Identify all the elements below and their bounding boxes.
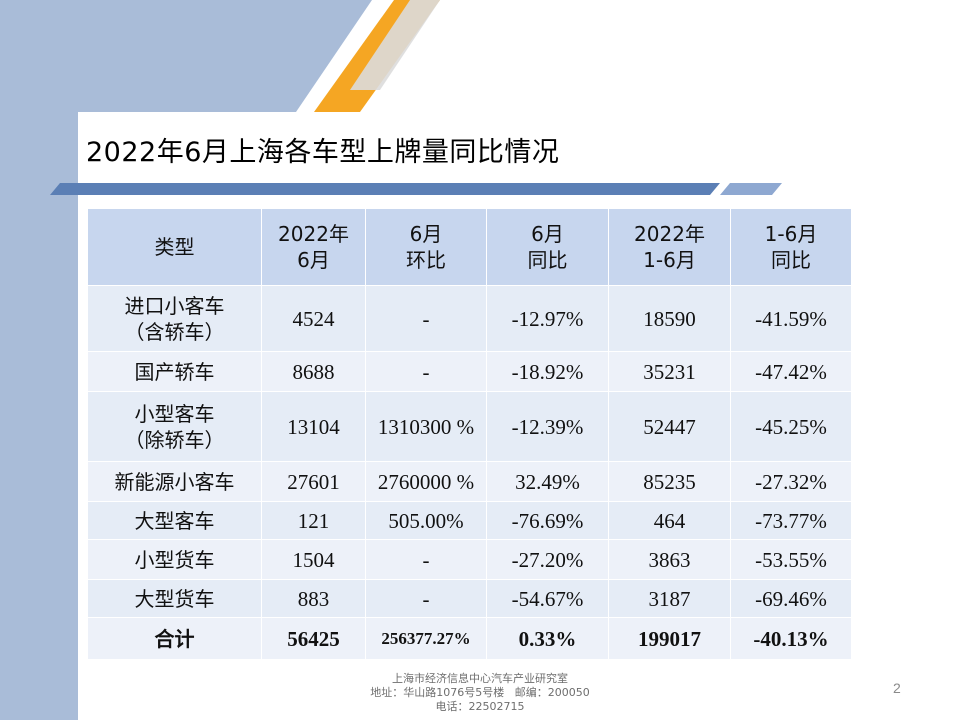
cell-june: 27601 xyxy=(261,461,366,502)
table-header-row: 类型 2022年 6月 6月 环比 6月 同比 2022年 1-6月 1-6月 同比 xyxy=(87,208,852,286)
cell-h1: 85235 xyxy=(608,461,731,502)
cell-h1: 199017 xyxy=(608,617,731,660)
top-decoration xyxy=(0,0,960,112)
cell-h1-yoy: -41.59% xyxy=(730,285,852,352)
table-row: 大型客车 121 505.00% -76.69% 464 -73.77% xyxy=(87,501,852,540)
cell-h1-yoy: -45.25% xyxy=(730,391,852,462)
cell-yoy: 0.33% xyxy=(486,617,609,660)
header-type: 类型 xyxy=(87,208,262,286)
footer-contact: 上海市经济信息中心汽车产业研究室 地址：华山路1076号5号楼 邮编：20005… xyxy=(300,672,660,714)
cell-mom: 505.00% xyxy=(365,501,487,540)
cell-june: 56425 xyxy=(261,617,366,660)
table-row: 大型货车 883 - -54.67% 3187 -69.46% xyxy=(87,579,852,618)
vehicle-registration-table: 类型 2022年 6月 6月 环比 6月 同比 2022年 1-6月 1-6月 同比 进口… xyxy=(87,208,852,660)
header-june-yoy: 6月 同比 xyxy=(486,208,609,286)
header-june-2022: 2022年 6月 xyxy=(261,208,366,286)
cell-mom: - xyxy=(365,539,487,580)
cell-h1-yoy: -47.42% xyxy=(730,351,852,392)
cell-mom: - xyxy=(365,579,487,618)
cell-h1-yoy: -53.55% xyxy=(730,539,852,580)
cell-mom: - xyxy=(365,285,487,352)
row-type: 进口小客车 （含轿车） xyxy=(87,285,262,352)
table-row: 进口小客车 （含轿车） 4524 - -12.97% 18590 -41.59% xyxy=(87,285,852,352)
cell-mom: 2760000 % xyxy=(365,461,487,502)
row-type: 小型客车 （除轿车） xyxy=(87,391,262,462)
row-type: 大型货车 xyxy=(87,579,262,618)
header-h1-yoy: 1-6月 同比 xyxy=(730,208,852,286)
cell-june: 121 xyxy=(261,501,366,540)
cell-yoy: -54.67% xyxy=(486,579,609,618)
table-row: 小型货车 1504 - -27.20% 3863 -53.55% xyxy=(87,539,852,580)
header-june-mom: 6月 环比 xyxy=(365,208,487,286)
cell-h1-yoy: -73.77% xyxy=(730,501,852,540)
cell-h1-yoy: -27.32% xyxy=(730,461,852,502)
cell-h1: 52447 xyxy=(608,391,731,462)
left-sidebar-band xyxy=(0,0,78,720)
row-type: 新能源小客车 xyxy=(87,461,262,502)
footer-phone: 电话：22502715 xyxy=(435,700,525,713)
table-row: 小型客车 （除轿车） 13104 1310300 % -12.39% 52447 … xyxy=(87,391,852,462)
table-row: 国产轿车 8688 - -18.92% 35231 -47.42% xyxy=(87,351,852,392)
cell-yoy: -12.97% xyxy=(486,285,609,352)
row-type: 小型货车 xyxy=(87,539,262,580)
title-area xyxy=(78,112,960,186)
cell-june: 13104 xyxy=(261,391,366,462)
page-number: 2 xyxy=(893,680,901,696)
cell-h1-yoy: -69.46% xyxy=(730,579,852,618)
cell-h1-yoy: -40.13% xyxy=(730,617,852,660)
row-type: 国产轿车 xyxy=(87,351,262,392)
cell-h1: 3863 xyxy=(608,539,731,580)
footer-org: 上海市经济信息中心汽车产业研究室 xyxy=(392,672,568,685)
cell-h1: 35231 xyxy=(608,351,731,392)
cell-june: 4524 xyxy=(261,285,366,352)
cell-june: 1504 xyxy=(261,539,366,580)
cell-mom: - xyxy=(365,351,487,392)
cell-yoy: -76.69% xyxy=(486,501,609,540)
cell-yoy: -27.20% xyxy=(486,539,609,580)
title-underline xyxy=(50,183,782,195)
footer-address: 地址：华山路1076号5号楼 邮编：200050 xyxy=(370,686,590,699)
cell-h1: 18590 xyxy=(608,285,731,352)
cell-yoy: -12.39% xyxy=(486,391,609,462)
header-h1-2022: 2022年 1-6月 xyxy=(608,208,731,286)
row-type: 合计 xyxy=(87,617,262,660)
table-total-row: 合计 56425 256377.27% 0.33% 199017 -40.13% xyxy=(87,617,852,660)
cell-yoy: 32.49% xyxy=(486,461,609,502)
row-type: 大型客车 xyxy=(87,501,262,540)
cell-june: 8688 xyxy=(261,351,366,392)
cell-mom: 1310300 % xyxy=(365,391,487,462)
cell-h1: 3187 xyxy=(608,579,731,618)
slide-title: 2022年6月上海各车型上牌量同比情况 xyxy=(86,137,560,168)
cell-mom: 256377.27% xyxy=(365,617,487,660)
cell-yoy: -18.92% xyxy=(486,351,609,392)
table-row: 新能源小客车 27601 2760000 % 32.49% 85235 -27.… xyxy=(87,461,852,502)
cell-june: 883 xyxy=(261,579,366,618)
cell-h1: 464 xyxy=(608,501,731,540)
